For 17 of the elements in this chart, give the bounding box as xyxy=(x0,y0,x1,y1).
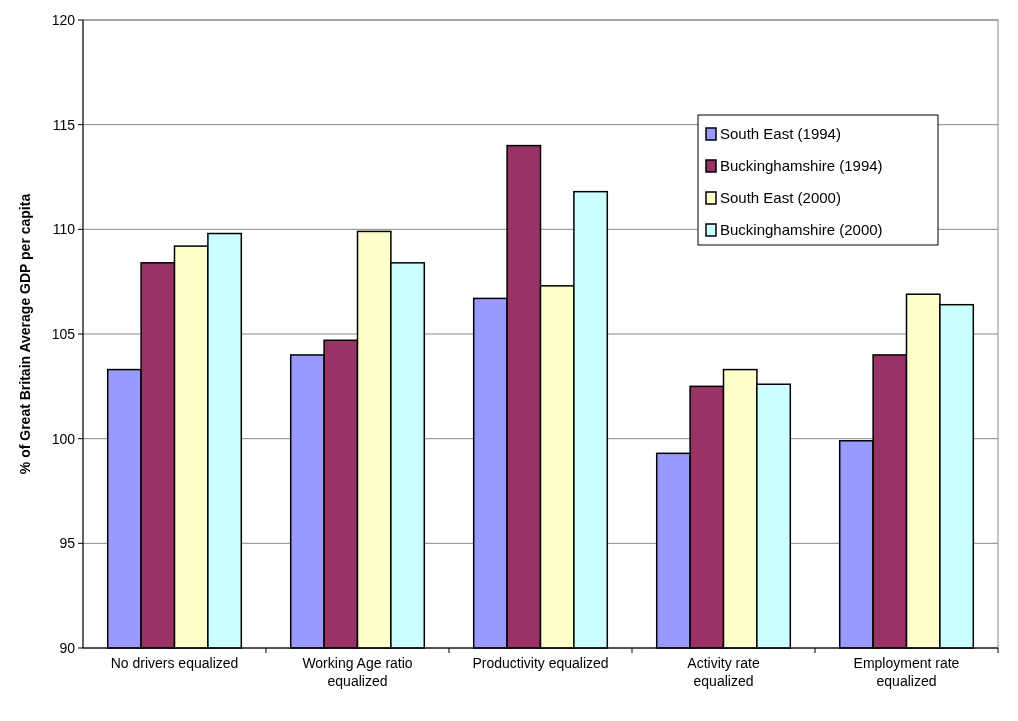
y-tick-label: 100 xyxy=(51,430,76,447)
x-tick-label: Activity rate equalized xyxy=(687,655,760,689)
x-tick-label: Employment rate equalized xyxy=(853,655,960,689)
y-tick-label: 105 xyxy=(51,325,76,342)
y-tick-label: 115 xyxy=(52,116,76,133)
y-tick-label: 95 xyxy=(59,535,76,552)
x-tick-label: Productivity equalized xyxy=(472,655,609,671)
y-tick-label: 90 xyxy=(59,639,76,656)
y-tick-label: 120 xyxy=(51,11,76,28)
legend-label: Buckinghamshire (2000) xyxy=(720,221,883,239)
y-tick-label: 110 xyxy=(52,221,76,238)
y-axis-title: % of Great Britain Average GDP per capita xyxy=(17,193,33,475)
legend-label: Buckinghamshire (1994) xyxy=(720,157,883,175)
legend-label: South East (1994) xyxy=(720,125,841,143)
x-tick-label: No drivers equalized xyxy=(110,655,239,671)
x-tick-label: Working Age ratio equalized xyxy=(302,655,413,689)
legend-label: South East (2000) xyxy=(720,189,841,207)
